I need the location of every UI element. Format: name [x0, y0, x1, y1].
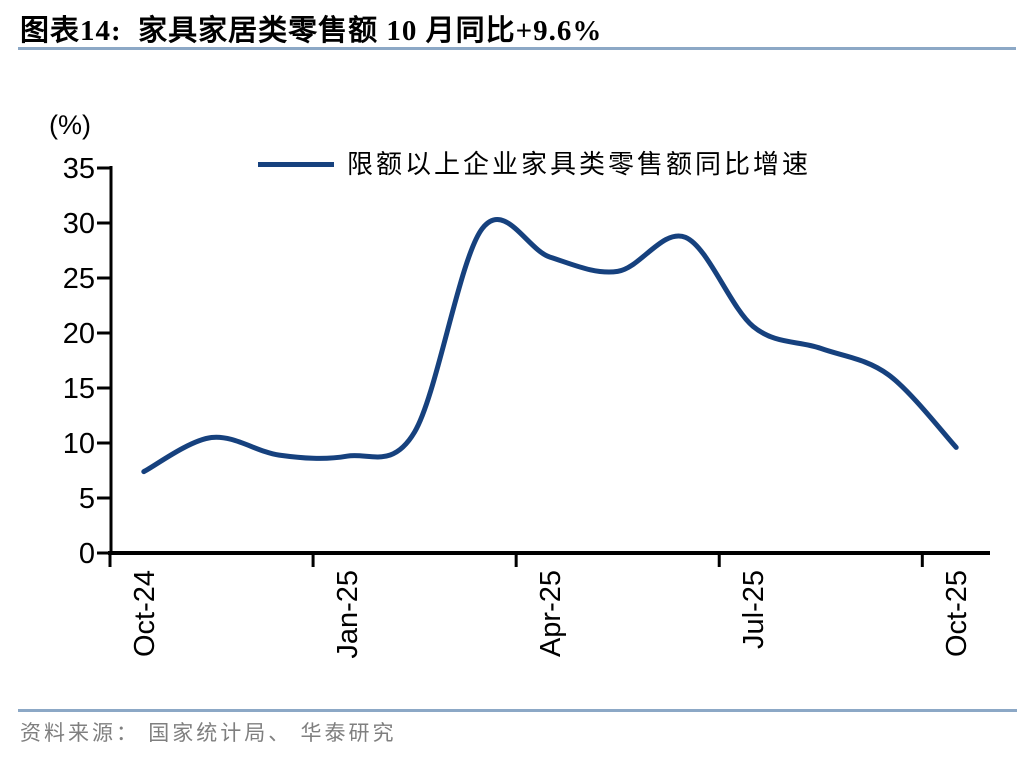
x-tick-label: Oct-24	[129, 570, 161, 657]
figure-title: 图表14: 家具家居类零售额 10 月同比+9.6%	[20, 15, 603, 47]
x-tick-label: Jan-25	[332, 570, 364, 659]
series-line-furniture-retail-yoy	[141, 217, 959, 475]
y-tick-label: 0	[79, 538, 95, 570]
title-underline	[18, 47, 1016, 50]
y-tick-label: 25	[63, 263, 95, 295]
legend-line-swatch	[258, 162, 334, 167]
y-tick-label: 20	[63, 318, 95, 350]
y-tick-label: 35	[63, 153, 95, 185]
y-tick-label: 5	[79, 483, 95, 515]
footer-divider	[18, 709, 1017, 712]
y-axis-unit-label: (%)	[49, 110, 91, 140]
y-tick-label: 10	[63, 428, 95, 460]
x-tick-label: Oct-25	[941, 570, 973, 657]
x-tick-label: Jul-25	[738, 570, 770, 649]
legend-series-label: 限额以上企业家具类零售额同比增速	[347, 150, 812, 179]
x-tick-label: Apr-25	[535, 570, 567, 657]
y-tick-label: 15	[63, 373, 95, 405]
chart-legend: 限额以上企业家具类零售额同比增速	[258, 144, 811, 181]
y-tick-label: 30	[63, 208, 95, 240]
source-note: 资料来源： 国家统计局、 华泰研究	[20, 721, 397, 745]
